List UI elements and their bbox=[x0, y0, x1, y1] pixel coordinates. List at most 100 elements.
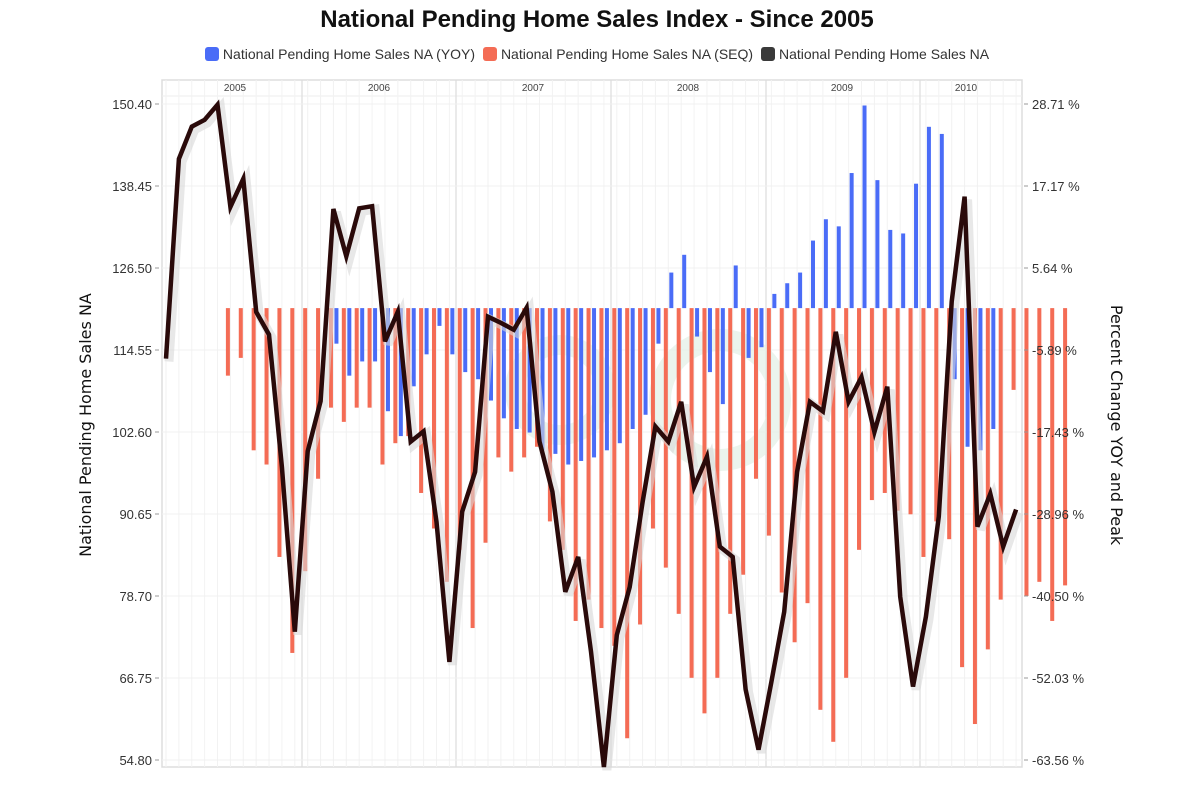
seq-bar bbox=[1050, 308, 1055, 621]
right-axis-ticks: 28.71 % 17.17 % 5.64 % -5.89 % -17.43 % -28.9… bbox=[1024, 97, 1084, 768]
year-label: 2006 bbox=[368, 83, 391, 94]
seq-bar bbox=[290, 308, 295, 653]
seq-bar bbox=[612, 308, 617, 646]
seq-bar bbox=[728, 308, 733, 614]
yoy-bar bbox=[463, 308, 468, 373]
right-tick-label: -5.89 % bbox=[1032, 343, 1077, 358]
legend-item-yoy[interactable]: National Pending Home Sales NA (YOY) bbox=[204, 46, 475, 62]
seq-bar bbox=[638, 308, 643, 625]
yoy-bar bbox=[772, 293, 777, 309]
seq-bar bbox=[985, 308, 990, 650]
yoy-bars bbox=[334, 105, 996, 465]
seq-bar bbox=[419, 308, 424, 493]
yoy-bar bbox=[991, 308, 996, 429]
yoy-bar bbox=[669, 272, 674, 309]
seq-bar bbox=[1063, 308, 1068, 586]
yoy-bar bbox=[811, 240, 815, 309]
seq-bar bbox=[676, 308, 681, 614]
year-labels: 2005 2006 2007 2008 2009 2010 bbox=[224, 83, 978, 94]
legend-label-index: National Pending Home Sales NA bbox=[778, 46, 990, 62]
left-tick-label: 102.60 bbox=[112, 425, 152, 440]
left-tick-label: 138.45 bbox=[112, 179, 152, 194]
seq-bar bbox=[586, 308, 591, 600]
yoy-bar bbox=[695, 308, 700, 337]
seq-bar bbox=[341, 308, 346, 422]
index-line-group bbox=[163, 97, 1024, 771]
seq-bar bbox=[908, 308, 913, 515]
right-tick-label: -17.43 % bbox=[1032, 425, 1084, 440]
seq-bar bbox=[702, 308, 707, 714]
yoy-bar bbox=[334, 308, 339, 344]
yoy-bar bbox=[527, 308, 532, 433]
left-axis-title: National Pending Home Sales NA bbox=[76, 293, 95, 557]
yoy-bar bbox=[978, 308, 983, 451]
yoy-bar bbox=[604, 308, 609, 451]
seq-bar bbox=[354, 308, 359, 408]
right-axis-title: Percent Change YOY and Peak bbox=[1107, 305, 1126, 546]
right-tick-label: 17.17 % bbox=[1032, 179, 1080, 194]
seq-bar bbox=[766, 308, 771, 536]
seq-bar bbox=[303, 308, 308, 572]
yoy-bar bbox=[360, 308, 365, 362]
yoy-bar bbox=[514, 308, 519, 429]
index-line-shadow bbox=[164, 97, 1024, 771]
yoy-bar bbox=[965, 308, 970, 447]
yoy-bar bbox=[656, 308, 661, 344]
yoy-bar bbox=[720, 308, 725, 405]
yoy-bar bbox=[759, 308, 764, 348]
seq-bar bbox=[1024, 308, 1029, 597]
legend-item-index[interactable]: National Pending Home Sales NA bbox=[760, 46, 990, 62]
seq-bar bbox=[225, 308, 230, 376]
seq-bar bbox=[741, 308, 746, 575]
seq-bar bbox=[689, 308, 694, 678]
left-tick-label: 66.75 bbox=[119, 671, 152, 686]
left-tick-label: 114.55 bbox=[113, 343, 152, 358]
seq-bar bbox=[444, 308, 449, 582]
yoy-bar bbox=[385, 308, 390, 412]
seq-bar bbox=[895, 308, 900, 511]
seq-bar bbox=[238, 308, 243, 358]
yoy-bar bbox=[501, 308, 506, 419]
yoy-bar bbox=[540, 308, 545, 451]
yoy-bar bbox=[373, 308, 378, 362]
left-tick-label: 54.80 bbox=[119, 753, 152, 768]
yoy-bar bbox=[939, 133, 944, 309]
yoy-bar bbox=[450, 308, 455, 355]
seq-bar bbox=[857, 308, 862, 550]
yoy-bar bbox=[785, 283, 790, 309]
left-tick-label: 78.70 bbox=[119, 589, 152, 604]
year-label: 2008 bbox=[677, 83, 700, 94]
yoy-bar bbox=[579, 308, 584, 461]
year-label: 2005 bbox=[224, 83, 247, 94]
yoy-bar bbox=[901, 233, 906, 309]
yoy-bar bbox=[643, 308, 648, 415]
left-tick-label: 126.50 bbox=[112, 261, 152, 276]
seq-bar bbox=[393, 308, 398, 444]
seq-bar bbox=[779, 308, 784, 593]
right-tick-label: -28.96 % bbox=[1032, 507, 1084, 522]
seq-bar bbox=[264, 308, 269, 465]
legend-item-seq[interactable]: National Pending Home Sales NA (SEQ) bbox=[482, 46, 753, 62]
seq-bar bbox=[1011, 308, 1016, 390]
yoy-bar bbox=[746, 308, 751, 358]
seq-bar bbox=[316, 308, 321, 479]
yoy-bar bbox=[682, 254, 687, 309]
seq-bar bbox=[934, 308, 939, 522]
yoy-bar bbox=[862, 105, 867, 309]
yoy-bar bbox=[823, 219, 828, 309]
seq-bar bbox=[547, 308, 552, 522]
seq-bar bbox=[844, 308, 849, 678]
seq-bar bbox=[1037, 308, 1042, 582]
chart-title: National Pending Home Sales Index - Sinc… bbox=[320, 6, 874, 33]
seq-bar bbox=[753, 308, 758, 479]
legend-swatch-seq bbox=[482, 47, 497, 61]
yoy-bar bbox=[424, 308, 429, 355]
seq-bar bbox=[625, 308, 630, 739]
seq-bar bbox=[251, 308, 256, 451]
yoy-bar bbox=[875, 180, 880, 309]
yoy-bar bbox=[914, 183, 919, 309]
right-tick-label: -52.03 % bbox=[1032, 671, 1084, 686]
seq-bar bbox=[650, 308, 655, 529]
yoy-bar bbox=[553, 308, 558, 454]
seq-bar bbox=[960, 308, 965, 668]
